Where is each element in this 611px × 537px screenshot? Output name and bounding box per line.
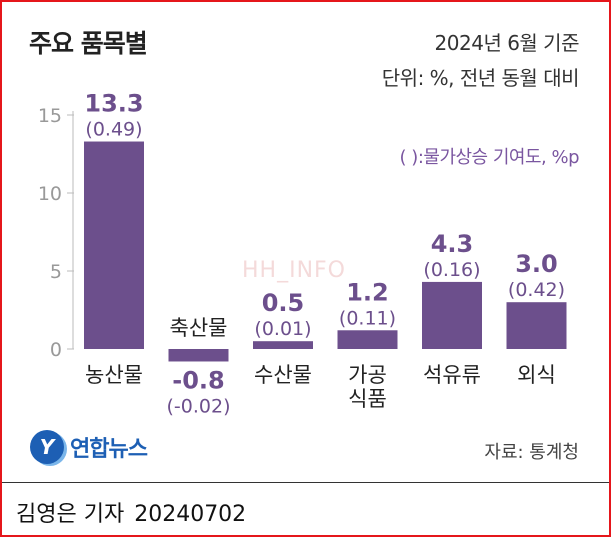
watermark: HH_INFO [242,258,347,283]
bar-2 [253,341,313,349]
footer-divider [2,482,609,483]
contribution-label-5: (0.42) [508,279,565,301]
category-label-5: 외식 [517,363,556,387]
value-label-4: 4.3 [431,230,474,258]
chart-title: 주요 품목별 [29,29,148,58]
bar-3 [337,330,398,349]
bar-chart: 0 5 10 15 13.3(0.49) 농산물 축산물 -0.8(-0.02) 0.5(0.0… [38,90,567,417]
y-tick-label-2: 10 [38,183,62,205]
category-label-2: 수산물 [254,363,312,387]
bar-1 [168,349,229,362]
yonhap-logo-icon: Y [30,430,64,464]
contribution-label-2: (0.01) [254,318,311,340]
reporter-line: 김영은 기자 20240702 [16,496,246,528]
contribution-label-0: (0.49) [85,119,142,141]
reference-date: 2024년 6월 기준 [434,31,580,55]
category-label-3-line2: 식품 [348,387,387,411]
reporter-name: 김영은 기자 [16,502,125,527]
contribution-label-3: (0.11) [339,307,396,329]
bar-4 [422,281,482,349]
bar-5 [506,302,567,349]
value-label-5: 3.0 [515,250,558,278]
category-label-1: 축산물 [170,316,228,340]
category-label-4: 석유류 [423,363,481,387]
y-tick-label-1: 5 [50,261,62,283]
y-tick-label-3: 15 [38,105,62,127]
value-label-0: 13.3 [84,90,143,118]
value-label-3: 1.2 [346,278,389,306]
contribution-label-1: (-0.02) [167,395,231,417]
contribution-note: ( ):물가상승 기여도, %p [399,147,580,168]
value-label-2: 0.5 [262,289,305,317]
value-label-1: -0.8 [172,366,224,394]
contribution-label-4: (0.16) [423,259,480,281]
unit-note: 단위: %, 전년 동월 대비 [381,66,580,90]
yonhap-logo-text: 연합뉴스 [70,437,148,462]
publish-date: 20240702 [134,502,247,527]
y-tick-label-0: 0 [50,339,62,361]
data-source: 자료: 통계청 [484,442,579,463]
yonhap-logo: Y 연합뉴스 [30,430,148,464]
bar-0 [84,141,144,349]
category-label-3: 가공 [348,363,387,387]
category-label-0: 농산물 [85,363,143,387]
